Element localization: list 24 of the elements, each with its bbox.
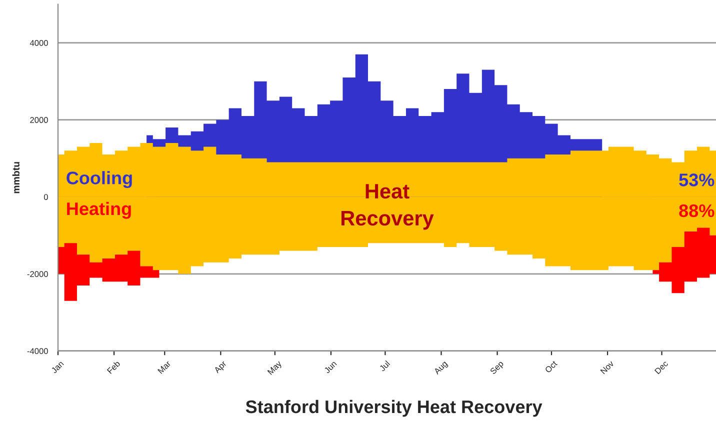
- x-tick-label: May: [267, 360, 284, 376]
- y-tick-label: 0: [44, 194, 48, 200]
- x-tick-label: Jun: [324, 360, 337, 374]
- annotation: 53%: [679, 174, 714, 186]
- x-tick-label: Aug: [433, 360, 449, 376]
- x-tick-label: Nov: [600, 360, 614, 374]
- x-tick-label: Feb: [106, 360, 120, 374]
- text: Stanford University Heat Recovery: [246, 400, 542, 417]
- x-tick-label: Jul: [378, 360, 390, 372]
- x-tick-label: Sep: [490, 360, 506, 376]
- y-axis-title: mmbtu: [12, 162, 20, 194]
- y-tick-label: -4000: [27, 348, 48, 354]
- series-label: Cooling: [66, 171, 132, 188]
- y-tick-label: -2000: [27, 271, 48, 278]
- y-tick-label: 4000: [30, 40, 48, 46]
- x-tick-label: Mar: [158, 360, 172, 374]
- y-tick-label: 2000: [30, 117, 48, 123]
- x-tick-label: Jan: [50, 360, 64, 374]
- series-label: Heating: [67, 202, 131, 219]
- annotation: 88%: [679, 204, 714, 218]
- x-tick-label: Apr: [214, 360, 228, 375]
- series-label: Heat Recovery: [341, 184, 434, 230]
- x-tick-label: Oct: [544, 360, 558, 374]
- x-tick-label: Dec: [654, 360, 668, 374]
